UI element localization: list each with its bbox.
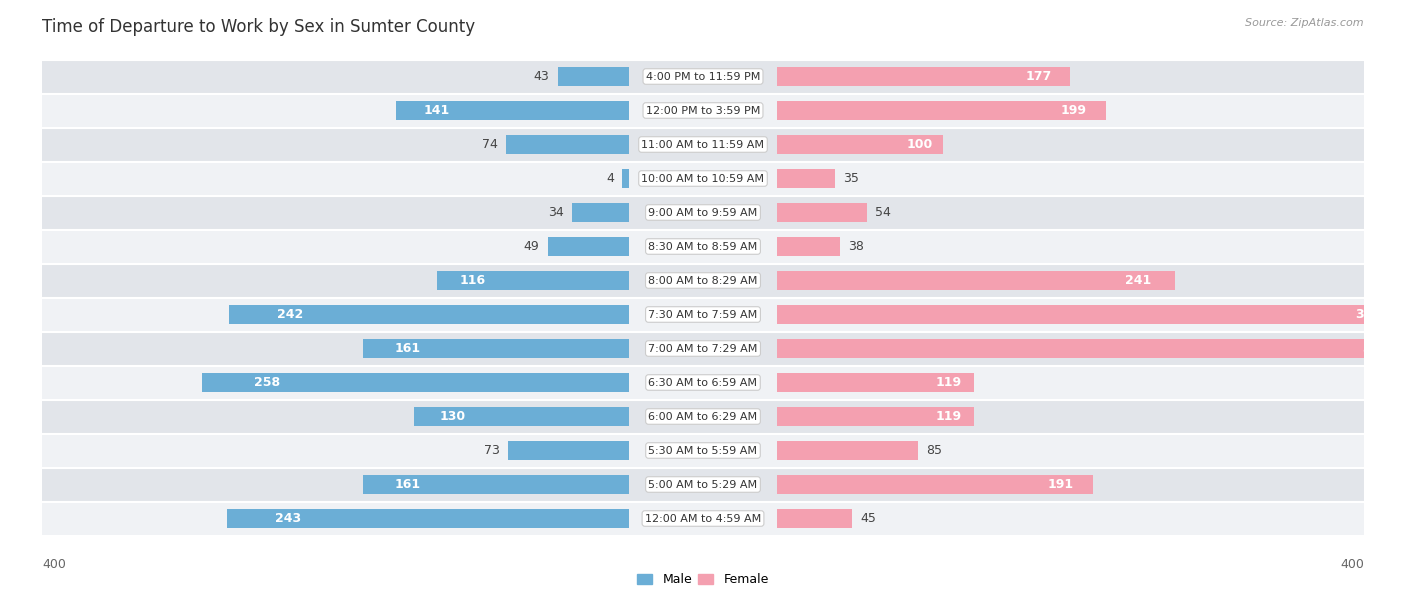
Text: 4: 4 (606, 172, 614, 185)
Text: 116: 116 (460, 274, 486, 287)
FancyBboxPatch shape (42, 161, 1364, 196)
Text: 243: 243 (276, 512, 301, 525)
Text: 177: 177 (1026, 70, 1052, 83)
Bar (778, 305, 1406, 324)
Text: 85: 85 (927, 444, 942, 457)
Text: 119: 119 (936, 376, 962, 389)
Bar (778, 339, 1406, 358)
Text: 130: 130 (440, 410, 465, 423)
Bar (506, 135, 628, 154)
Bar (558, 67, 628, 86)
FancyBboxPatch shape (42, 196, 1364, 230)
Text: 400: 400 (42, 558, 66, 571)
Text: Time of Departure to Work by Sex in Sumter County: Time of Departure to Work by Sex in Sumt… (42, 18, 475, 36)
Bar (621, 169, 628, 188)
Bar (778, 475, 1092, 494)
FancyBboxPatch shape (42, 298, 1364, 331)
Bar (778, 101, 1107, 120)
FancyBboxPatch shape (42, 230, 1364, 264)
FancyBboxPatch shape (42, 93, 1364, 127)
Text: 74: 74 (482, 138, 498, 151)
Text: 161: 161 (395, 478, 420, 491)
Text: 9:00 AM to 9:59 AM: 9:00 AM to 9:59 AM (648, 208, 758, 218)
Bar (548, 237, 628, 256)
Text: 11:00 AM to 11:59 AM: 11:00 AM to 11:59 AM (641, 139, 765, 149)
Bar (778, 441, 918, 460)
FancyBboxPatch shape (42, 60, 1364, 93)
Bar (395, 101, 628, 120)
Text: 38: 38 (848, 240, 865, 253)
Text: 242: 242 (277, 308, 304, 321)
Bar (778, 237, 841, 256)
Text: 7:00 AM to 7:29 AM: 7:00 AM to 7:29 AM (648, 343, 758, 353)
Text: 8:30 AM to 8:59 AM: 8:30 AM to 8:59 AM (648, 242, 758, 252)
FancyBboxPatch shape (42, 468, 1364, 502)
Text: 100: 100 (907, 138, 932, 151)
Text: 389: 389 (1355, 308, 1382, 321)
Text: 241: 241 (1125, 274, 1152, 287)
Text: Source: ZipAtlas.com: Source: ZipAtlas.com (1246, 18, 1364, 28)
Text: 34: 34 (548, 206, 564, 219)
Bar (229, 305, 628, 324)
FancyBboxPatch shape (42, 127, 1364, 161)
FancyBboxPatch shape (42, 399, 1364, 434)
FancyBboxPatch shape (42, 365, 1364, 399)
Text: 73: 73 (484, 444, 499, 457)
FancyBboxPatch shape (42, 434, 1364, 468)
Text: 5:30 AM to 5:59 AM: 5:30 AM to 5:59 AM (648, 446, 758, 456)
Text: 5:00 AM to 5:29 AM: 5:00 AM to 5:29 AM (648, 480, 758, 490)
Bar (778, 271, 1175, 290)
Text: 4:00 PM to 11:59 PM: 4:00 PM to 11:59 PM (645, 71, 761, 82)
Bar (413, 407, 628, 426)
Text: 161: 161 (395, 342, 420, 355)
Text: 191: 191 (1047, 478, 1074, 491)
Bar (778, 373, 974, 392)
Bar (572, 203, 628, 222)
Bar (363, 339, 628, 358)
Bar (778, 203, 866, 222)
Bar (202, 373, 628, 392)
Text: 400: 400 (1340, 558, 1364, 571)
Bar (778, 509, 852, 528)
Text: 6:30 AM to 6:59 AM: 6:30 AM to 6:59 AM (648, 377, 758, 387)
Text: 258: 258 (253, 376, 280, 389)
Text: 141: 141 (423, 104, 450, 117)
Text: 54: 54 (875, 206, 890, 219)
FancyBboxPatch shape (42, 264, 1364, 298)
Text: 7:30 AM to 7:59 AM: 7:30 AM to 7:59 AM (648, 309, 758, 320)
Bar (508, 441, 628, 460)
Text: 45: 45 (860, 512, 876, 525)
Bar (778, 407, 974, 426)
Text: 12:00 AM to 4:59 AM: 12:00 AM to 4:59 AM (645, 513, 761, 524)
FancyBboxPatch shape (42, 331, 1364, 365)
Text: 393: 393 (1362, 342, 1388, 355)
Text: 119: 119 (936, 410, 962, 423)
FancyBboxPatch shape (42, 502, 1364, 536)
Legend: Male, Female: Male, Female (633, 568, 773, 591)
Text: 199: 199 (1060, 104, 1087, 117)
Bar (437, 271, 628, 290)
Text: 12:00 PM to 3:59 PM: 12:00 PM to 3:59 PM (645, 105, 761, 115)
Bar (228, 509, 628, 528)
Text: 35: 35 (844, 172, 859, 185)
Text: 43: 43 (534, 70, 550, 83)
Text: 6:00 AM to 6:29 AM: 6:00 AM to 6:29 AM (648, 412, 758, 421)
Text: 10:00 AM to 10:59 AM: 10:00 AM to 10:59 AM (641, 174, 765, 183)
Bar (363, 475, 628, 494)
Bar (778, 135, 942, 154)
Text: 8:00 AM to 8:29 AM: 8:00 AM to 8:29 AM (648, 275, 758, 286)
Bar (778, 67, 1070, 86)
Bar (778, 169, 835, 188)
Text: 49: 49 (523, 240, 540, 253)
